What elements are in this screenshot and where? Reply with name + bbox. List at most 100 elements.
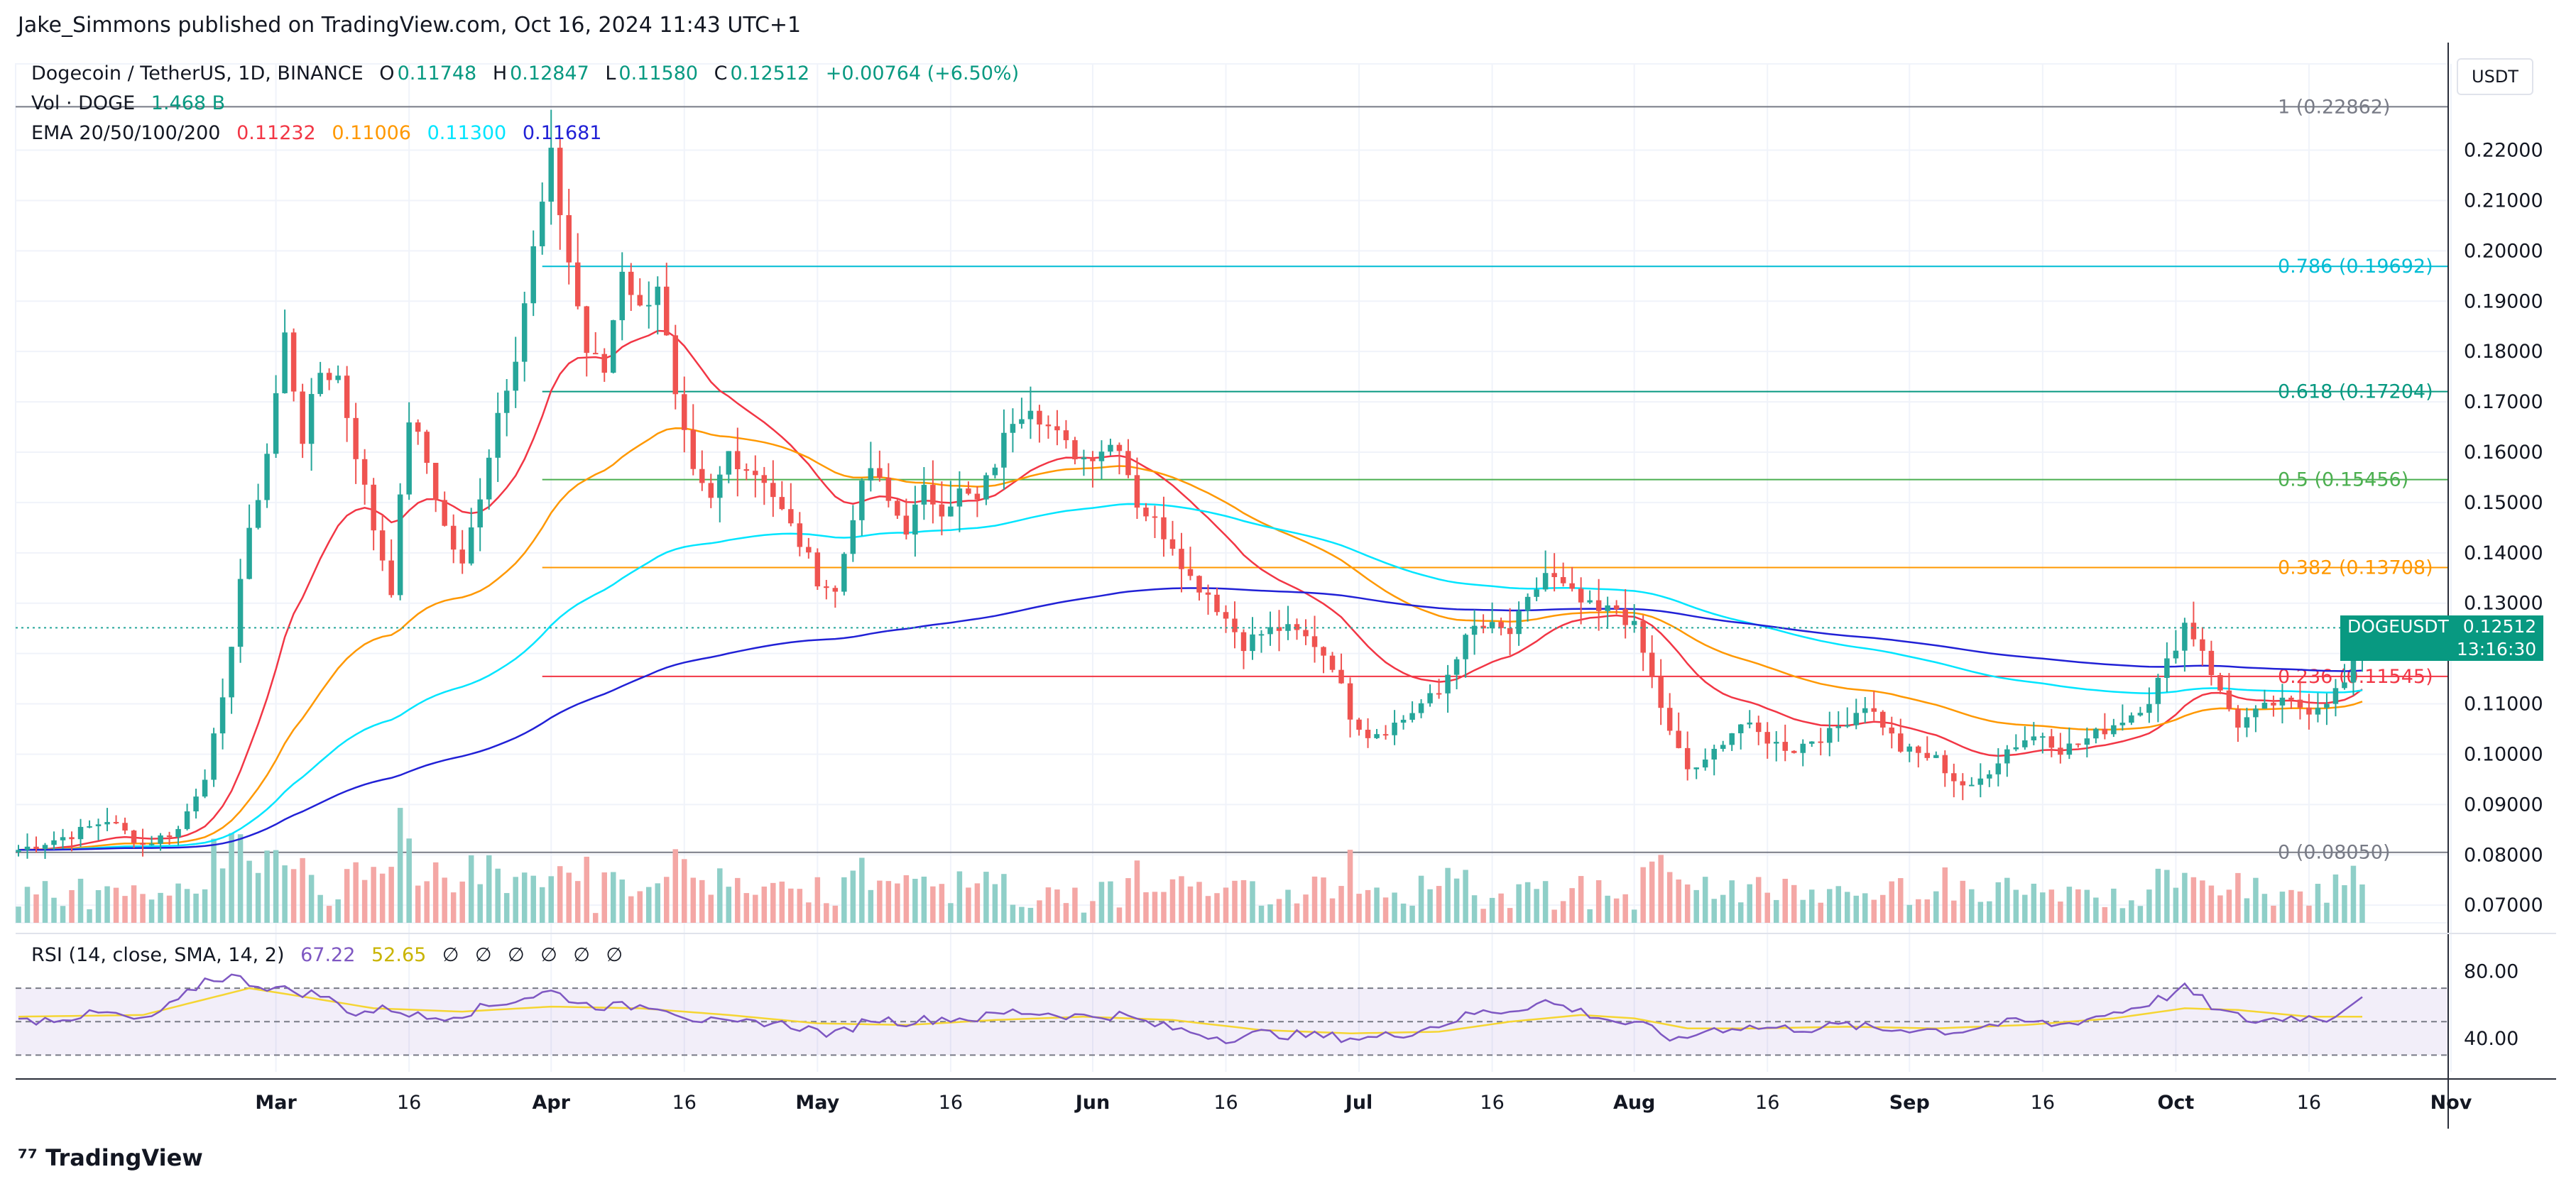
candle-body: [1764, 732, 1770, 744]
candle-body: [1560, 576, 1566, 583]
candle-body: [1933, 755, 1939, 758]
price-tag-symbol: DOGEUSDT: [2340, 615, 2456, 639]
candle-body: [2315, 708, 2321, 715]
volume-bar: [1045, 887, 1052, 923]
volume-bar: [1737, 902, 1744, 923]
volume-bar: [592, 913, 599, 923]
candle-body: [806, 547, 812, 553]
candle-body: [2155, 677, 2161, 704]
time-tick-label: 16: [1213, 1092, 1238, 1114]
candle-body: [1294, 624, 1300, 630]
volume-bar: [601, 872, 607, 923]
volume-bar: [432, 862, 439, 923]
candle-body: [2048, 736, 2055, 748]
price-tick-label: 0.22000: [2464, 140, 2543, 162]
candle-body: [1800, 743, 1806, 753]
volume-bar: [895, 883, 900, 923]
candle-body: [921, 485, 927, 505]
volume-bar: [806, 902, 812, 923]
volume-bar: [1010, 904, 1016, 923]
volume-bar: [1942, 867, 1948, 923]
volume-bar: [1898, 878, 1904, 923]
volume-bar: [2173, 887, 2179, 923]
volume-bar: [495, 868, 501, 923]
candle-body: [1418, 703, 1424, 713]
currency-selector[interactable]: USDT: [2457, 58, 2533, 95]
volume-bar: [2244, 898, 2250, 923]
volume-bar: [326, 906, 332, 923]
volume-bar: [1649, 861, 1655, 923]
candle-body: [1037, 410, 1042, 425]
candle-body: [664, 286, 670, 336]
volume-bar: [761, 886, 768, 923]
volume-bar: [371, 867, 376, 923]
candle-body: [1205, 592, 1211, 595]
volume-bar: [2075, 889, 2081, 923]
volume-bar: [264, 850, 270, 923]
candle-body: [1808, 741, 1815, 744]
volume-bar: [956, 871, 963, 923]
candle-body: [1791, 750, 1797, 753]
candle-body: [1605, 605, 1610, 611]
volume-bar: [1409, 905, 1415, 923]
candle-body: [184, 811, 190, 829]
volume-bar: [1392, 892, 1397, 923]
candle-body: [2279, 697, 2286, 706]
candle-body: [2129, 715, 2134, 723]
candle-body: [2102, 728, 2108, 735]
volume-bar: [930, 886, 936, 923]
candle-body: [95, 824, 102, 826]
candle-body: [956, 488, 963, 507]
candle-body: [619, 271, 625, 321]
candle-body: [371, 484, 376, 531]
candle-body: [1010, 424, 1016, 433]
volume-bar: [1906, 904, 1913, 923]
volume-bar: [104, 886, 110, 923]
volume-bar: [229, 833, 234, 923]
volume-bar: [628, 896, 634, 923]
price-tick-label: 0.19000: [2464, 290, 2543, 312]
volume-bar: [726, 887, 732, 923]
volume-bar: [1321, 877, 1326, 923]
volume-bar: [1098, 882, 1105, 923]
volume-bar: [2066, 887, 2073, 923]
volume-bar: [779, 881, 785, 923]
volume-bar: [1622, 894, 1628, 923]
candle-body: [2288, 697, 2294, 700]
volume-bar: [300, 857, 305, 923]
candle-body: [2164, 658, 2170, 678]
candle-body: [1480, 625, 1486, 629]
volume-bar: [1400, 903, 1407, 923]
symbol-title: Dogecoin / TetherUS, 1D, BINANCE: [31, 62, 364, 84]
volume-bar: [983, 872, 989, 923]
tradingview-logo[interactable]: ⁷⁷ TradingView: [18, 1144, 203, 1171]
candle-body: [1436, 693, 1442, 695]
volume-bar: [1987, 901, 1992, 923]
rsi-tick-label: 40.00: [2464, 1028, 2518, 1050]
fib-level-label: 1 (0.22862): [2278, 96, 2390, 118]
candle-body: [1196, 576, 1202, 593]
volume-bar: [361, 880, 368, 923]
price-tick-label: 0.15000: [2464, 492, 2543, 514]
volume-bar: [1587, 909, 1593, 923]
volume-bar: [1613, 898, 1620, 923]
volume-bar: [2182, 872, 2188, 923]
candle-body: [450, 525, 457, 550]
candle-body: [219, 697, 226, 734]
candle-body: [1169, 539, 1176, 549]
candle-body: [895, 500, 900, 516]
volume-bar: [1729, 880, 1735, 923]
candle-body: [175, 828, 181, 838]
rsi-placeholder: ∅: [573, 944, 590, 966]
ema-20-line: [18, 329, 2363, 851]
volume-bar: [2058, 902, 2063, 923]
volume-bar: [308, 875, 315, 923]
candle-body: [202, 779, 208, 797]
candle-body: [237, 579, 244, 647]
candle-body: [317, 373, 323, 395]
candle-body: [424, 432, 430, 464]
candle-body: [1250, 634, 1255, 652]
candle-body: [841, 554, 847, 592]
ema-200-line: [18, 587, 2363, 851]
